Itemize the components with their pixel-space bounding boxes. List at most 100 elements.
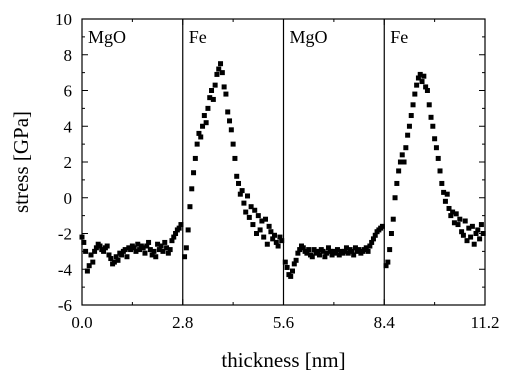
data-point [316, 252, 322, 258]
y-tick-label: 4 [64, 117, 73, 136]
data-point [273, 239, 279, 245]
data-point [288, 273, 294, 279]
data-point [356, 247, 362, 253]
data-point [369, 239, 375, 245]
x-tick-label: 5.6 [273, 313, 294, 332]
data-point [185, 227, 191, 233]
data-point [137, 247, 143, 253]
data-point [423, 84, 429, 90]
data-point [405, 132, 411, 138]
x-tick-label: 11.2 [470, 313, 499, 332]
data-point [396, 168, 402, 174]
data-point [327, 248, 333, 254]
data-point [408, 113, 414, 119]
data-point [210, 96, 216, 102]
data-point [153, 254, 159, 260]
data-point [164, 245, 170, 251]
data-point [387, 247, 393, 253]
data-point [444, 191, 450, 197]
data-point [203, 120, 209, 126]
data-point [329, 252, 335, 258]
data-point [370, 236, 376, 242]
data-point [272, 232, 278, 238]
data-point [209, 88, 215, 93]
data-point [410, 102, 416, 108]
data-point [223, 91, 229, 97]
data-point [239, 188, 245, 194]
data-point [397, 159, 403, 165]
data-point [261, 234, 267, 240]
data-point [306, 247, 312, 253]
data-point [363, 245, 369, 251]
data-point [90, 259, 96, 265]
data-point [304, 250, 310, 256]
data-point [266, 223, 272, 229]
data-point [115, 257, 121, 263]
data-point [250, 222, 256, 228]
data-point [101, 248, 107, 254]
data-point [201, 113, 207, 119]
data-point [403, 145, 409, 151]
data-point [415, 75, 421, 81]
data-point [349, 248, 355, 254]
data-point [367, 243, 373, 249]
data-point [297, 247, 303, 253]
data-point [394, 180, 400, 186]
data-point [450, 209, 456, 215]
data-point [322, 254, 328, 260]
y-tick-label: 0 [64, 189, 73, 208]
data-point [106, 252, 112, 258]
data-point [439, 180, 445, 186]
data-point [243, 209, 249, 215]
data-point [83, 248, 89, 254]
data-point [171, 234, 177, 240]
y-tick-label: -2 [58, 225, 72, 244]
data-point [133, 248, 139, 254]
y-tick-label: 2 [64, 153, 73, 172]
layer-label: Fe [189, 27, 207, 47]
data-point [309, 254, 315, 260]
data-point [453, 211, 459, 217]
data-point [128, 247, 134, 253]
data-point [255, 213, 261, 219]
data-point [459, 229, 465, 235]
data-point [124, 254, 130, 260]
data-point [189, 186, 195, 192]
data-point [426, 102, 432, 108]
data-point [441, 189, 447, 195]
data-point [478, 222, 484, 228]
data-point [246, 214, 252, 220]
data-point [248, 204, 254, 210]
data-point [155, 241, 161, 247]
data-point [196, 130, 202, 136]
data-point [165, 250, 171, 256]
x-axis-title: thickness [nm] [221, 348, 345, 372]
data-point [178, 222, 184, 228]
data-point [475, 227, 481, 233]
data-point [451, 220, 457, 226]
data-point [140, 245, 146, 251]
data-point [279, 238, 285, 244]
data-point [169, 238, 175, 244]
data-point [228, 127, 234, 133]
data-point [343, 245, 349, 251]
data-point [237, 191, 243, 197]
data-point [200, 123, 206, 129]
y-axis-title: stress [GPa] [9, 111, 33, 213]
data-point [122, 247, 128, 253]
data-point [333, 250, 339, 256]
data-point [144, 243, 150, 249]
data-point [295, 250, 301, 256]
data-point [433, 145, 439, 151]
x-tick-label: 2.8 [172, 313, 193, 332]
layer-label: Fe [390, 27, 408, 47]
data-point [263, 216, 269, 222]
data-point [147, 247, 153, 253]
data-point [225, 109, 231, 115]
data-point [379, 223, 385, 229]
y-tick-label: 10 [55, 10, 72, 29]
data-point [424, 88, 430, 93]
data-point [336, 252, 342, 258]
data-point [277, 234, 283, 240]
